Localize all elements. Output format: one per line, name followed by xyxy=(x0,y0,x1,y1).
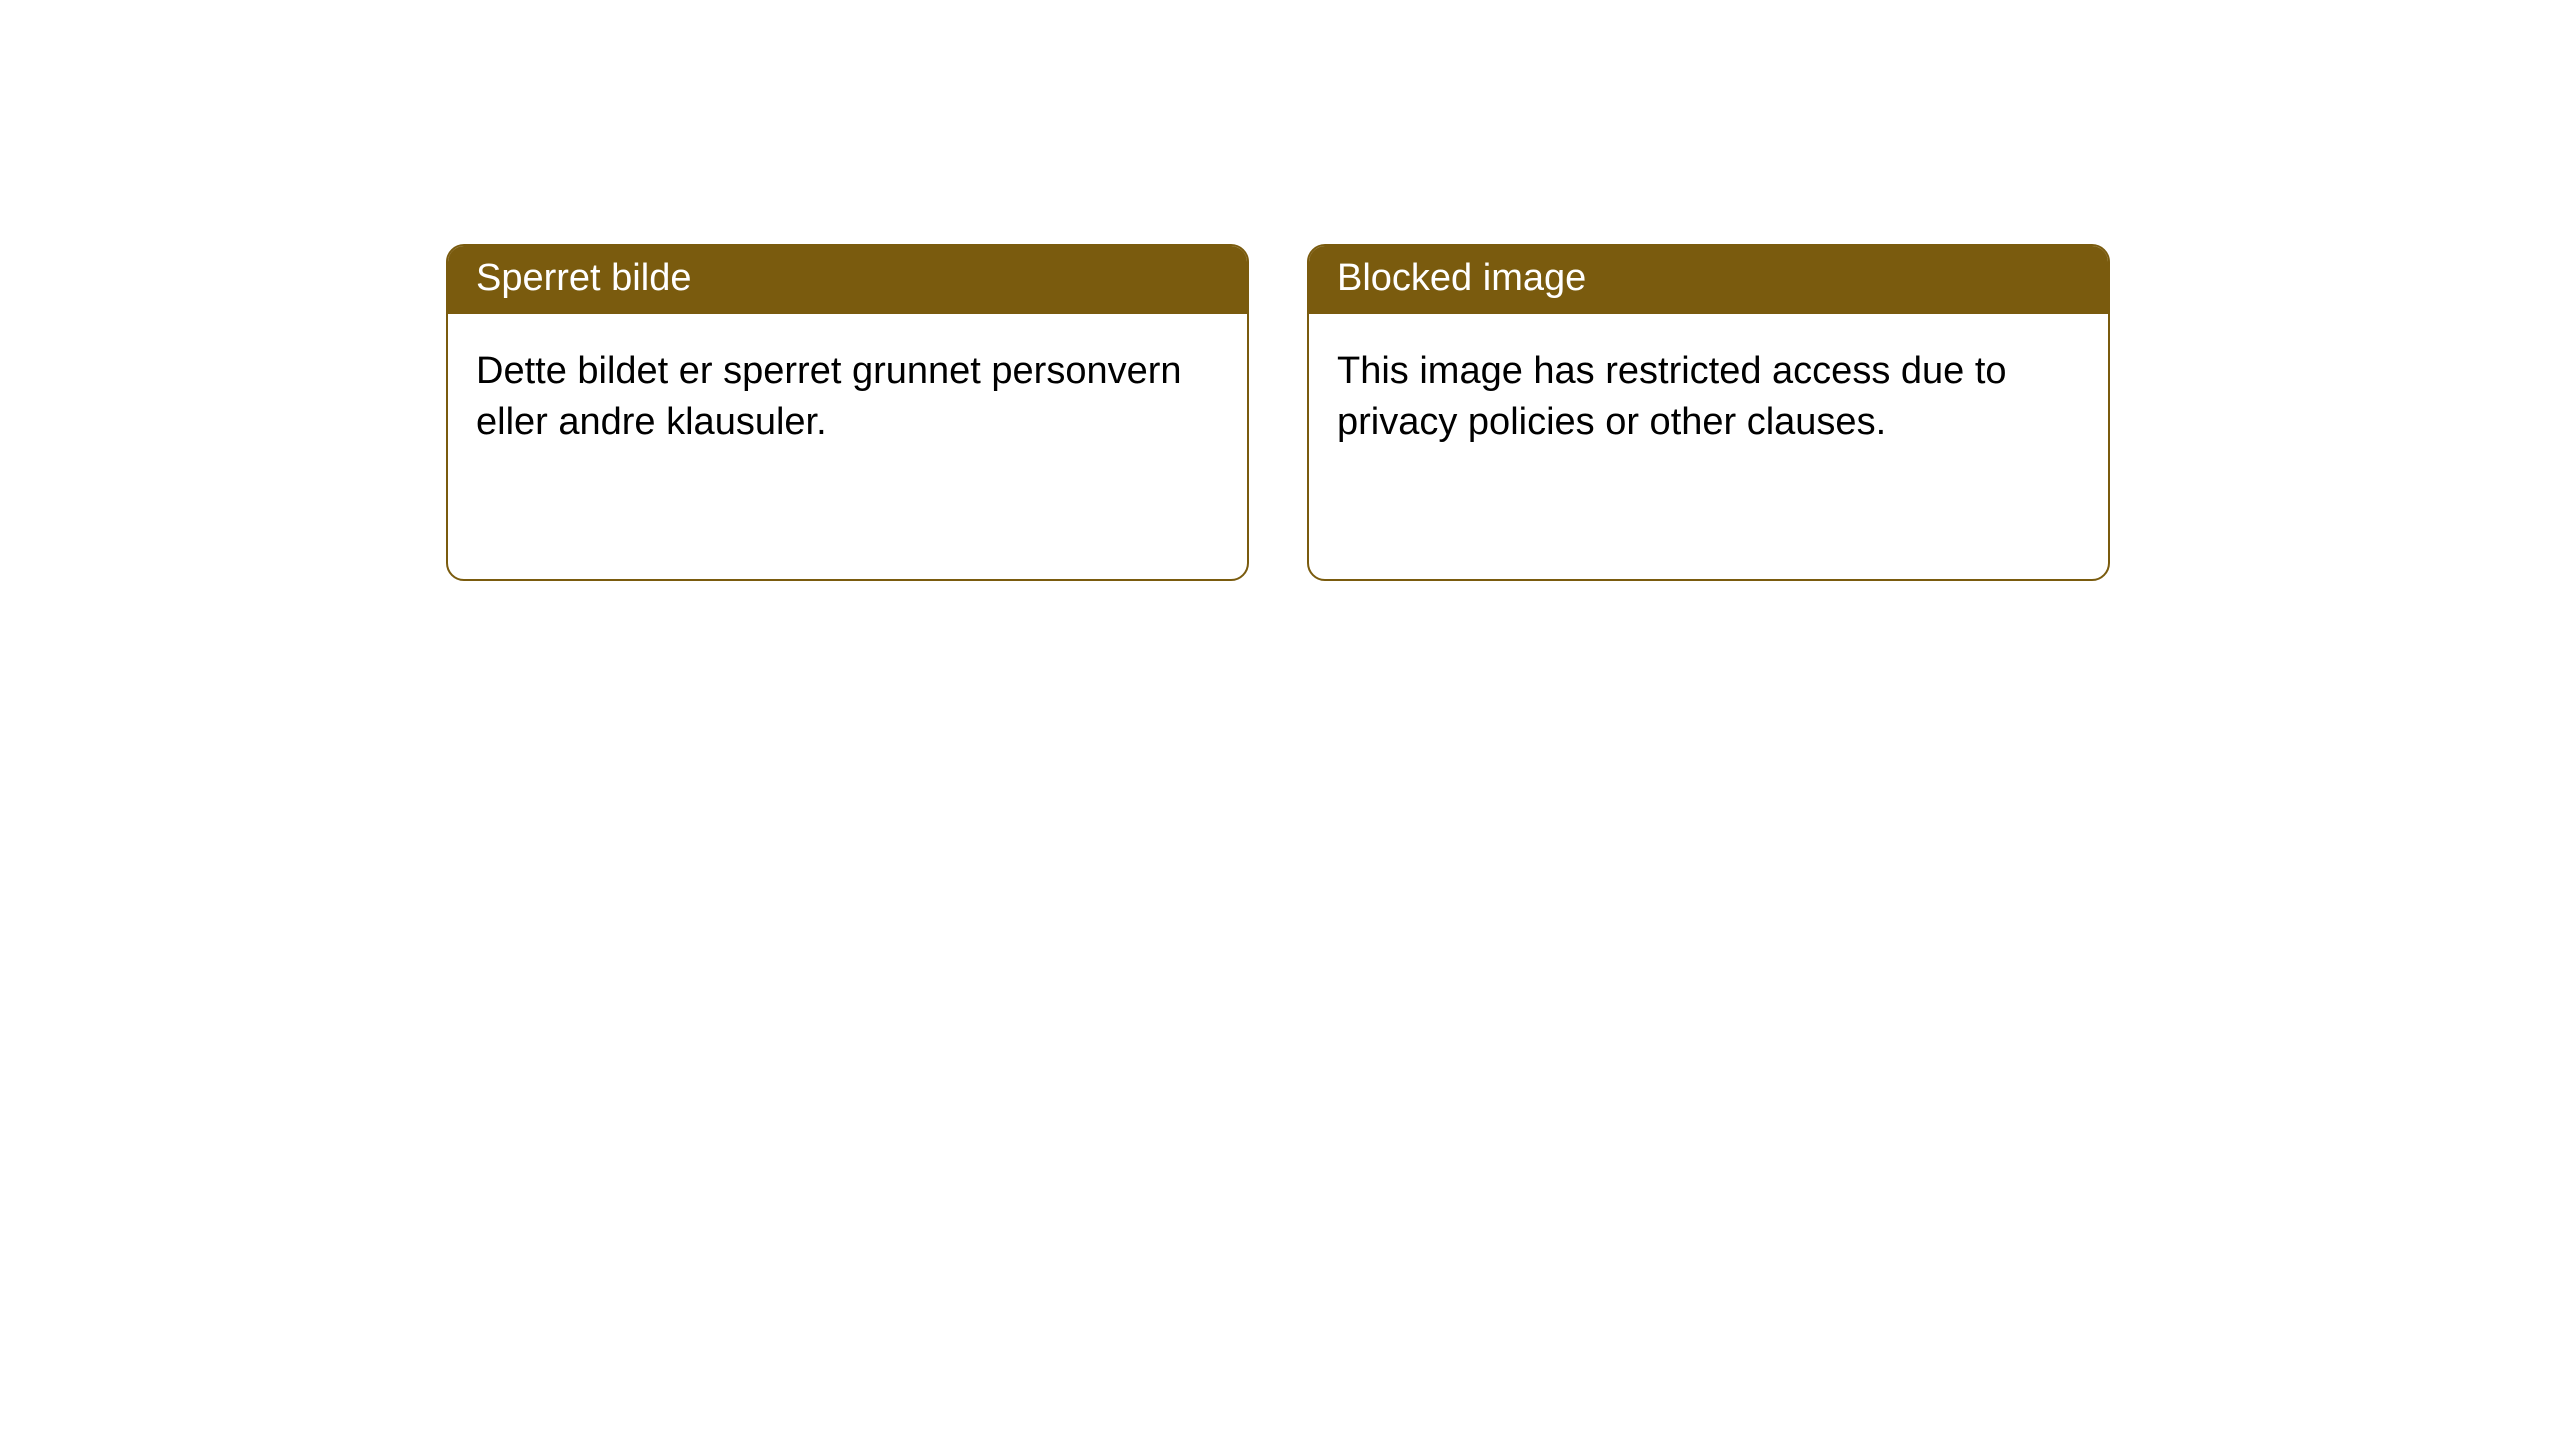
notice-box-en: Blocked image This image has restricted … xyxy=(1307,244,2110,581)
notice-header-en: Blocked image xyxy=(1309,246,2108,314)
notice-body-no: Dette bildet er sperret grunnet personve… xyxy=(448,314,1247,481)
notice-container: Sperret bilde Dette bildet er sperret gr… xyxy=(0,0,2560,581)
notice-title-en: Blocked image xyxy=(1337,257,1586,299)
notice-text-no: Dette bildet er sperret grunnet personve… xyxy=(476,350,1182,443)
notice-title-no: Sperret bilde xyxy=(476,257,691,299)
notice-box-no: Sperret bilde Dette bildet er sperret gr… xyxy=(446,244,1249,581)
notice-body-en: This image has restricted access due to … xyxy=(1309,314,2108,481)
notice-text-en: This image has restricted access due to … xyxy=(1337,350,2007,443)
notice-header-no: Sperret bilde xyxy=(448,246,1247,314)
